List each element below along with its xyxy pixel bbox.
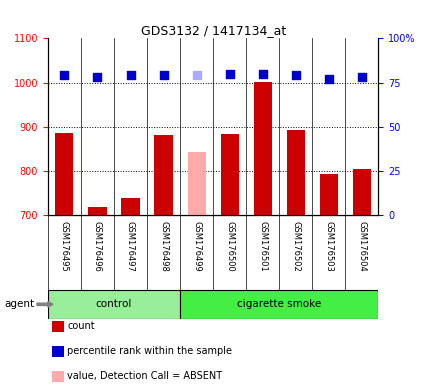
- Text: GSM176496: GSM176496: [93, 221, 102, 272]
- Bar: [187, 152, 205, 215]
- Text: GSM176502: GSM176502: [291, 221, 299, 272]
- Bar: [352, 169, 370, 215]
- Point: [94, 74, 101, 80]
- Bar: [286, 130, 304, 215]
- Bar: [220, 134, 238, 215]
- Text: GSM176503: GSM176503: [324, 221, 332, 272]
- Bar: [55, 133, 73, 215]
- Point: [127, 73, 134, 79]
- Text: cigarette smoke: cigarette smoke: [237, 299, 321, 310]
- Text: GSM176498: GSM176498: [159, 221, 168, 272]
- Text: GSM176495: GSM176495: [60, 221, 69, 272]
- Bar: [48, 290, 180, 319]
- Point: [292, 73, 299, 79]
- Text: control: control: [95, 299, 132, 310]
- Point: [160, 73, 167, 79]
- Point: [259, 71, 266, 77]
- Text: agent: agent: [4, 299, 34, 310]
- Text: count: count: [67, 321, 95, 331]
- Point: [61, 73, 68, 79]
- Text: GSM176501: GSM176501: [258, 221, 266, 272]
- Point: [358, 74, 365, 80]
- Bar: [121, 198, 139, 215]
- Point: [226, 71, 233, 77]
- Bar: [180, 290, 378, 319]
- Bar: [88, 207, 106, 215]
- Title: GDS3132 / 1417134_at: GDS3132 / 1417134_at: [140, 24, 285, 37]
- Bar: [319, 174, 337, 215]
- Text: value, Detection Call = ABSENT: value, Detection Call = ABSENT: [67, 371, 222, 381]
- Text: GSM176499: GSM176499: [192, 221, 201, 272]
- Text: GSM176497: GSM176497: [126, 221, 135, 272]
- Text: percentile rank within the sample: percentile rank within the sample: [67, 346, 232, 356]
- Bar: [253, 82, 271, 215]
- Text: GSM176504: GSM176504: [357, 221, 365, 272]
- Point: [193, 73, 200, 79]
- Bar: [154, 135, 172, 215]
- Text: GSM176500: GSM176500: [225, 221, 233, 272]
- Point: [325, 76, 332, 82]
